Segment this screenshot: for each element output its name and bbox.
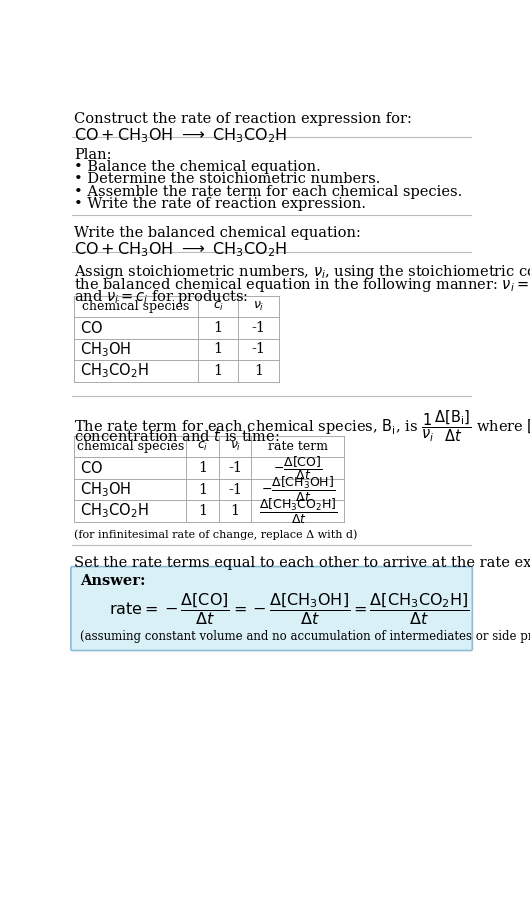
Text: (assuming constant volume and no accumulation of intermediates or side products): (assuming constant volume and no accumul… — [80, 630, 530, 642]
Text: chemical species: chemical species — [82, 299, 190, 313]
Text: -1: -1 — [228, 461, 242, 475]
Text: -1: -1 — [228, 482, 242, 497]
Text: $\mathrm{CO}$: $\mathrm{CO}$ — [80, 320, 103, 336]
Text: 1: 1 — [198, 461, 207, 475]
Text: Construct the rate of reaction expression for:: Construct the rate of reaction expressio… — [74, 112, 412, 126]
Text: $c_i$: $c_i$ — [197, 440, 208, 453]
Text: 1: 1 — [214, 342, 223, 357]
Text: $c_i$: $c_i$ — [213, 299, 224, 313]
Text: $\nu_i$: $\nu_i$ — [229, 440, 241, 453]
Text: • Assemble the rate term for each chemical species.: • Assemble the rate term for each chemic… — [74, 185, 462, 198]
Text: Assign stoichiometric numbers, $\nu_i$, using the stoichiometric coefficients, $: Assign stoichiometric numbers, $\nu_i$, … — [74, 263, 530, 281]
Text: • Balance the chemical equation.: • Balance the chemical equation. — [74, 160, 321, 174]
Text: 1: 1 — [198, 504, 207, 518]
Text: $\mathrm{CO + CH_3OH \ \longrightarrow \ CH_3CO_2H}$: $\mathrm{CO + CH_3OH \ \longrightarrow \… — [74, 126, 287, 145]
Text: Plan:: Plan: — [74, 147, 111, 162]
Text: the balanced chemical equation in the following manner: $\nu_i = -c_i$ for react: the balanced chemical equation in the fo… — [74, 276, 530, 294]
Text: $\mathrm{CH_3CO_2H}$: $\mathrm{CH_3CO_2H}$ — [80, 501, 149, 521]
Text: $\nu_i$: $\nu_i$ — [253, 299, 264, 313]
Text: $-\dfrac{\Delta[\mathrm{CO}]}{\Delta t}$: $-\dfrac{\Delta[\mathrm{CO}]}{\Delta t}$ — [273, 454, 323, 482]
Text: $\mathrm{CH_3OH}$: $\mathrm{CH_3OH}$ — [80, 480, 131, 499]
Text: 1: 1 — [214, 364, 223, 378]
Text: Write the balanced chemical equation:: Write the balanced chemical equation: — [74, 227, 361, 240]
Text: $\mathrm{rate} = -\dfrac{\Delta[\mathrm{CO}]}{\Delta t} = -\dfrac{\Delta[\mathrm: $\mathrm{rate} = -\dfrac{\Delta[\mathrm{… — [109, 592, 470, 627]
Text: • Write the rate of reaction expression.: • Write the rate of reaction expression. — [74, 197, 366, 211]
Text: and $\nu_i = c_i$ for products:: and $\nu_i = c_i$ for products: — [74, 288, 248, 306]
Text: $\dfrac{\Delta[\mathrm{CH_3CO_2H}]}{\Delta t}$: $\dfrac{\Delta[\mathrm{CH_3CO_2H}]}{\Del… — [259, 497, 337, 526]
Text: rate term: rate term — [268, 440, 328, 453]
Text: 1: 1 — [254, 364, 263, 378]
Text: • Determine the stoichiometric numbers.: • Determine the stoichiometric numbers. — [74, 172, 381, 187]
Text: (for infinitesimal rate of change, replace Δ with d): (for infinitesimal rate of change, repla… — [74, 530, 357, 541]
Text: 1: 1 — [214, 321, 223, 335]
Text: $-\dfrac{\Delta[\mathrm{CH_3OH}]}{\Delta t}$: $-\dfrac{\Delta[\mathrm{CH_3OH}]}{\Delta… — [261, 475, 335, 504]
Text: $\mathrm{CH_3OH}$: $\mathrm{CH_3OH}$ — [80, 340, 131, 359]
Text: Set the rate terms equal to each other to arrive at the rate expression:: Set the rate terms equal to each other t… — [74, 556, 530, 570]
FancyBboxPatch shape — [71, 567, 472, 651]
Text: 1: 1 — [231, 504, 240, 518]
Text: $\mathrm{CH_3CO_2H}$: $\mathrm{CH_3CO_2H}$ — [80, 361, 149, 380]
Text: chemical species: chemical species — [76, 440, 184, 453]
Text: Answer:: Answer: — [80, 574, 146, 588]
Text: -1: -1 — [251, 342, 266, 357]
Text: 1: 1 — [198, 482, 207, 497]
Text: The rate term for each chemical species, $\mathrm{B_i}$, is $\dfrac{1}{\nu_i}\df: The rate term for each chemical species,… — [74, 408, 530, 443]
Text: concentration and $t$ is time:: concentration and $t$ is time: — [74, 428, 279, 444]
Text: $\mathrm{CO + CH_3OH \ \longrightarrow \ CH_3CO_2H}$: $\mathrm{CO + CH_3OH \ \longrightarrow \… — [74, 240, 287, 258]
Text: -1: -1 — [251, 321, 266, 335]
Text: $\mathrm{CO}$: $\mathrm{CO}$ — [80, 460, 103, 476]
